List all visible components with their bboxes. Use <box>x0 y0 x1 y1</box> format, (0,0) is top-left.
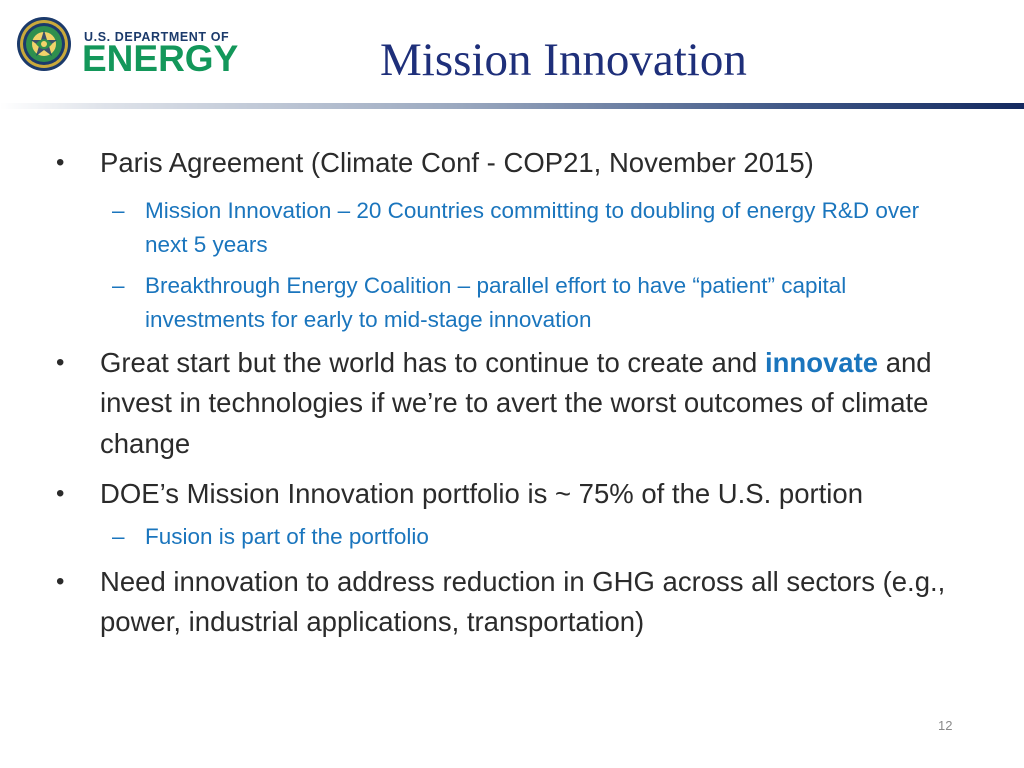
doe-logo: U.S. DEPARTMENT OF ENERGY <box>12 12 238 77</box>
logo-energy-text: ENERGY <box>82 38 239 79</box>
doe-seal-icon <box>17 17 71 71</box>
slide-title: Mission Innovation <box>380 34 747 86</box>
sub-bullet-glyph: – <box>112 272 125 298</box>
emphasis-text: innovate <box>764 346 879 378</box>
sub-bullet-glyph: – <box>112 197 125 223</box>
bullet-glyph: • <box>56 480 65 507</box>
bullet-item: • DOE’s Mission Innovation portfolio is … <box>56 474 980 515</box>
slide-header: U.S. DEPARTMENT OF ENERGY Mission Innova… <box>0 0 1024 112</box>
bullet-text: Paris Agreement (Climate Conf - COP21, N… <box>100 147 814 178</box>
bullet-item: • Paris Agreement (Climate Conf - COP21,… <box>56 143 980 184</box>
sub-bullet-glyph: – <box>112 523 125 549</box>
bullet-glyph: • <box>56 567 65 595</box>
title-divider <box>0 103 1024 109</box>
page-number: 12 <box>938 718 953 733</box>
sub-bullet-item: – Mission Innovation – 20 Countries comm… <box>112 194 965 262</box>
bullet-item: • Need innovation to address reduction i… <box>56 562 980 643</box>
bullet-text: and invest in technologies if we’re to a… <box>100 346 932 459</box>
bullet-text: Need innovation to address reduction in … <box>100 565 946 638</box>
slide-body: • Paris Agreement (Climate Conf - COP21,… <box>0 138 1024 643</box>
sub-bullet-item: – Breakthrough Energy Coalition – parall… <box>112 269 965 337</box>
logo-department-text: U.S. DEPARTMENT OF <box>84 30 230 44</box>
bullet-glyph: • <box>56 149 65 176</box>
sub-bullet-text: Fusion is part of the portfolio <box>145 523 429 549</box>
sub-bullet-text: Mission Innovation – 20 Countries commit… <box>145 197 920 257</box>
bullet-item: • Great start but the world has to conti… <box>56 343 980 465</box>
sub-bullet-item: – Fusion is part of the portfolio <box>112 520 965 554</box>
bullet-text: DOE’s Mission Innovation portfolio is ~ … <box>100 478 864 509</box>
bullet-text: Great start but the world has to continu… <box>100 346 758 378</box>
sub-bullet-text: Breakthrough Energy Coalition – parallel… <box>145 272 847 332</box>
bullet-glyph: • <box>56 348 65 376</box>
